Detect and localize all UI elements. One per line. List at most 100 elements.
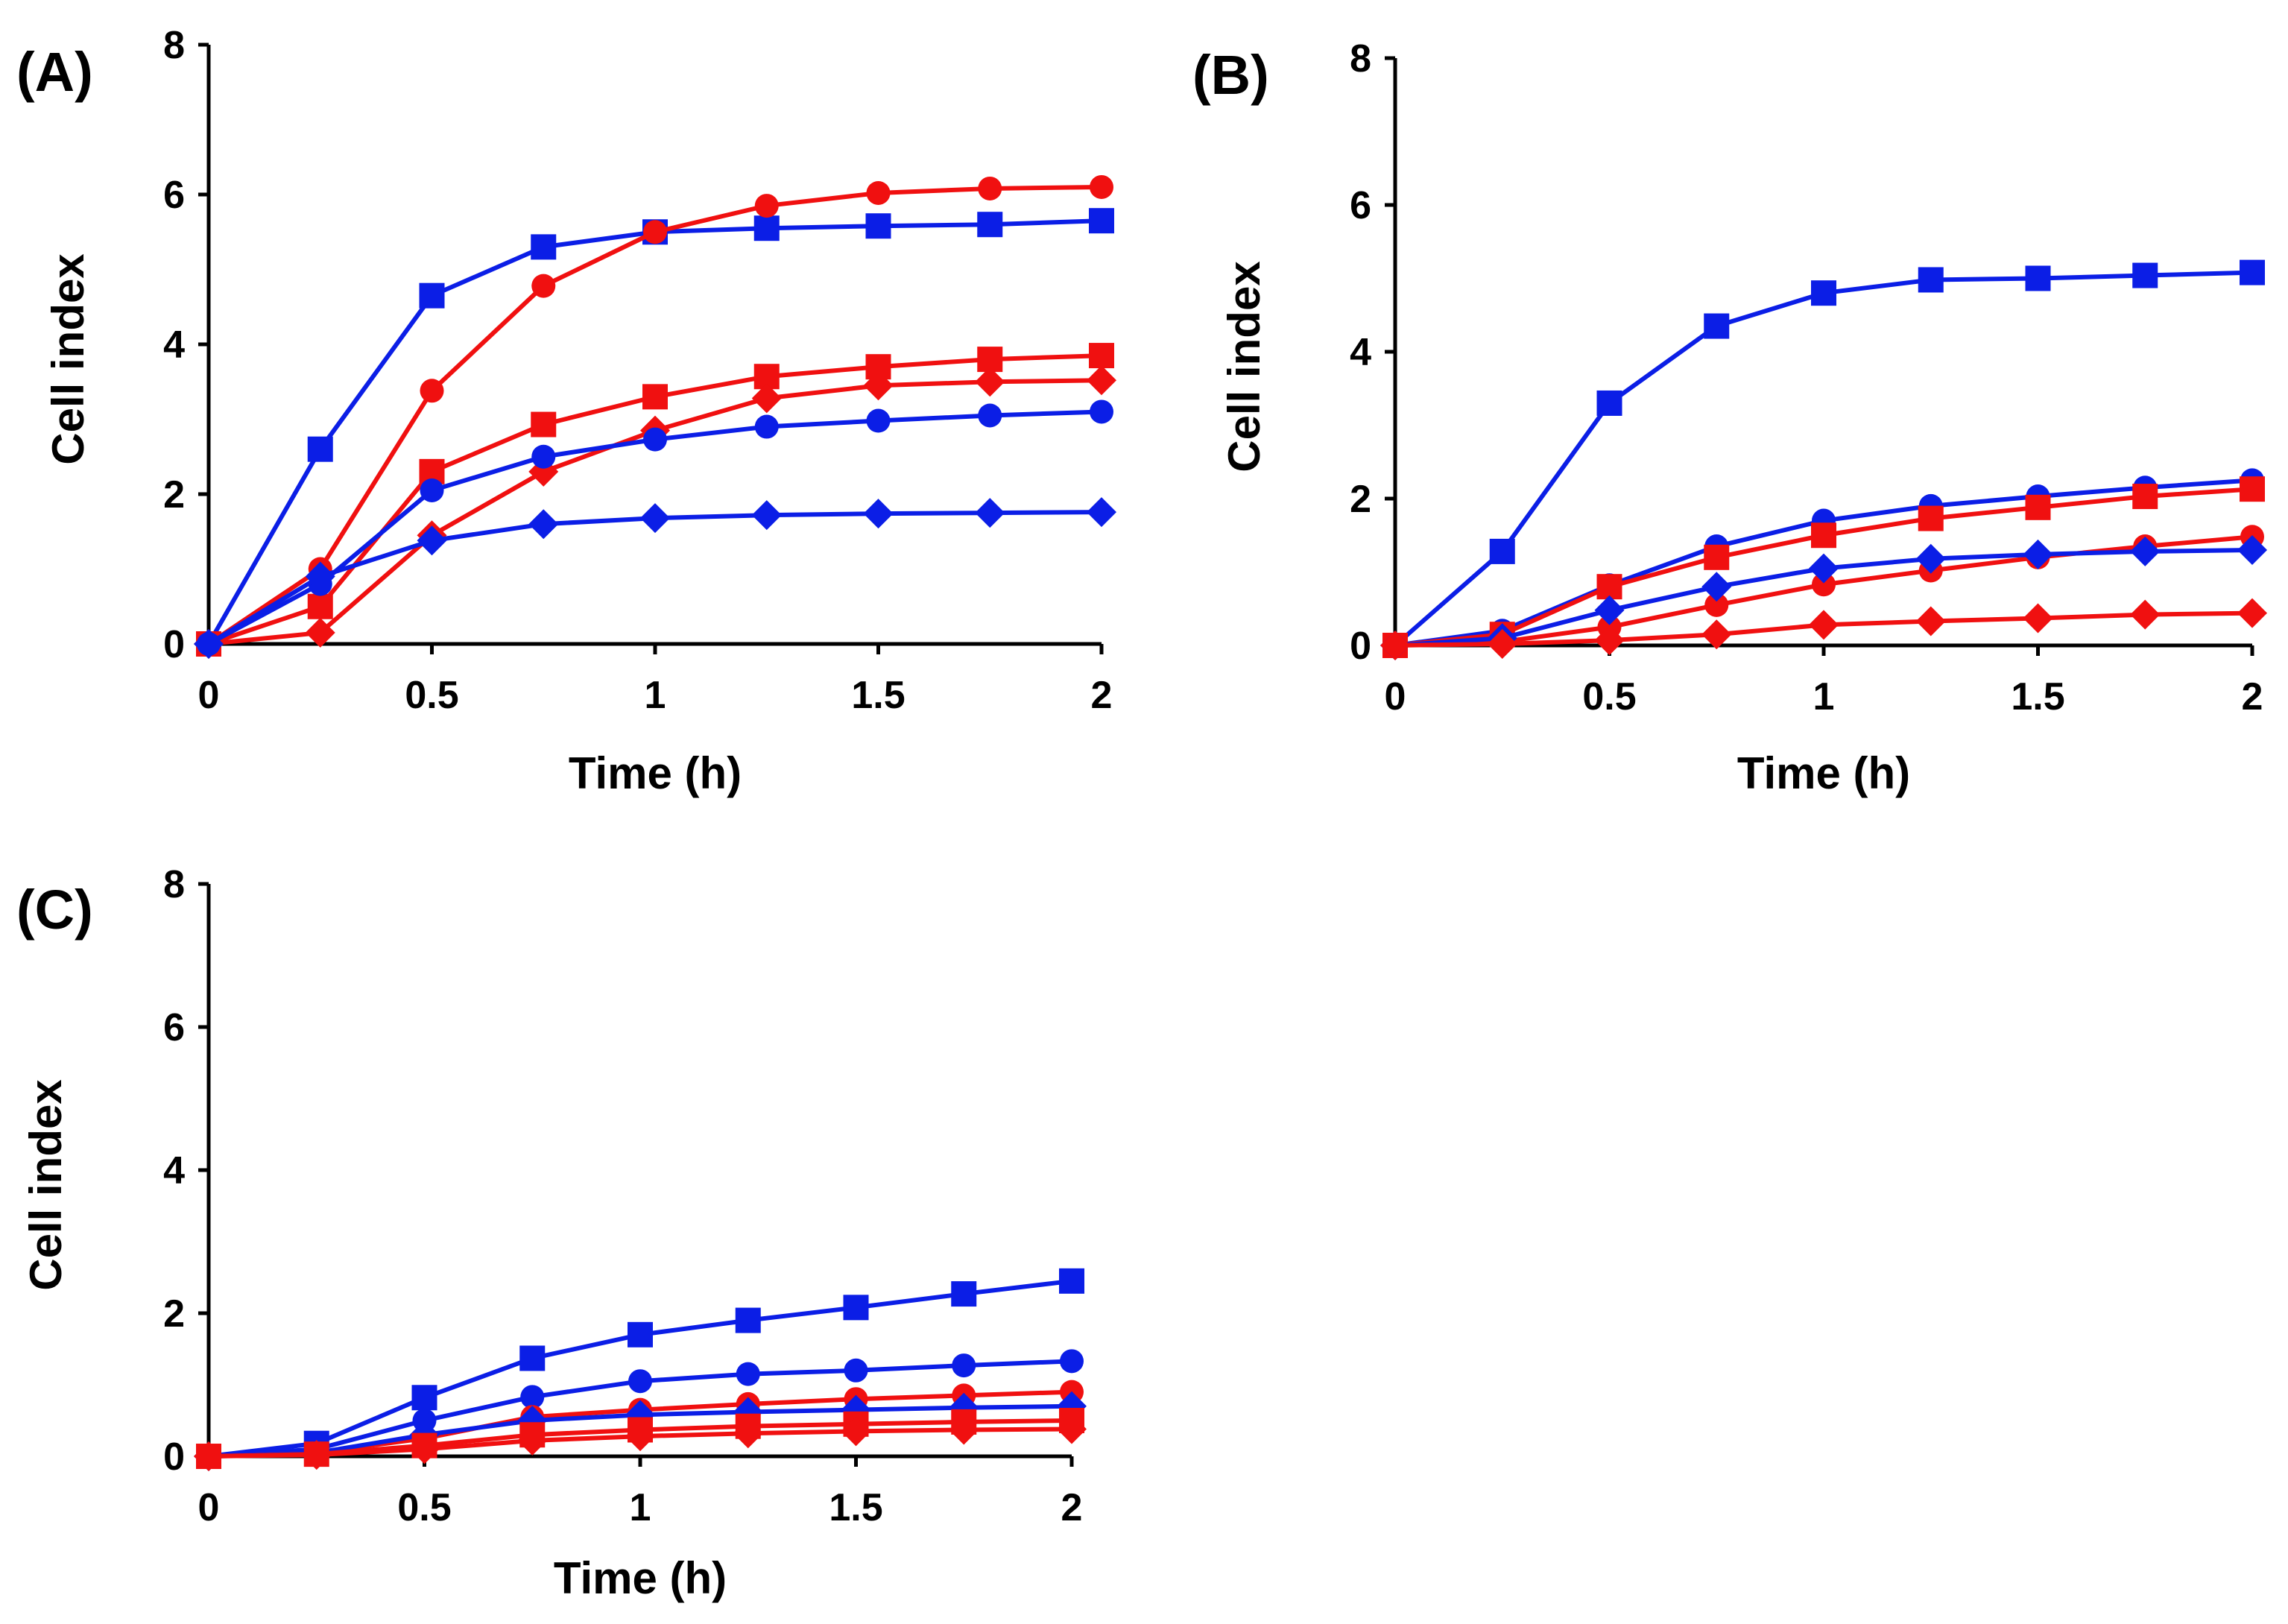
x-tick-label: 0 (198, 1486, 220, 1529)
data-point-square (519, 1345, 546, 1371)
data-point-circle (754, 194, 779, 218)
data-point-square (2025, 494, 2051, 520)
y-axis-title: Cell index (43, 253, 93, 464)
x-axis-title: Time (h) (554, 1553, 727, 1603)
data-point-square (1089, 343, 1114, 369)
data-point-circle (1060, 1349, 1084, 1374)
data-point-diamond (194, 1441, 224, 1471)
data-point-square (307, 593, 333, 619)
data-point-diamond (2023, 603, 2053, 634)
data-point-circle (1090, 174, 1113, 199)
data-point-diamond (417, 525, 447, 556)
data-point-diamond (1701, 572, 1732, 602)
data-point-square (1489, 538, 1515, 564)
data-point-square (1918, 267, 1944, 293)
data-point-square (1596, 574, 1622, 600)
data-point-circle (866, 180, 891, 205)
series-red-diamond (1380, 598, 2267, 660)
data-point-square (1089, 208, 1114, 234)
x-axis-title: Time (h) (569, 748, 742, 798)
data-point-diamond (1915, 543, 1946, 574)
data-point-diamond (751, 500, 782, 531)
data-point-diamond (949, 1415, 979, 1445)
series-blue-circle (197, 399, 1113, 656)
x-tick-label: 2 (2242, 675, 2263, 718)
y-tick-label: 8 (1350, 37, 1371, 80)
x-tick-label: 1.5 (851, 674, 905, 717)
data-point-square (642, 384, 668, 410)
y-axis-title: Cell index (21, 1079, 71, 1290)
y-tick-label: 0 (163, 1435, 185, 1479)
y-tick-label: 0 (163, 623, 185, 666)
data-point-square (1704, 313, 1730, 339)
data-point-diamond (841, 1416, 871, 1447)
y-tick-label: 0 (1350, 625, 1371, 668)
data-point-square (419, 282, 445, 309)
data-point-diamond (1380, 631, 1410, 660)
data-point-square (753, 215, 780, 241)
data-point-diamond (1809, 553, 1839, 584)
data-point-diamond (2237, 598, 2267, 628)
data-point-square (2132, 484, 2158, 510)
data-point-diamond (1057, 1414, 1087, 1444)
data-point-square (2025, 265, 2051, 291)
panel-label: (B) (1192, 44, 1269, 106)
data-point-circle (754, 414, 779, 439)
data-point-square (1918, 505, 1944, 531)
data-point-square (865, 213, 891, 239)
data-point-diamond (194, 629, 224, 659)
data-point-diamond (305, 561, 335, 592)
data-point-square (628, 1321, 653, 1347)
x-axis-title: Time (h) (1737, 748, 1910, 798)
y-tick-label: 2 (1350, 478, 1371, 521)
data-point-square (951, 1281, 977, 1307)
y-tick-label: 2 (163, 1292, 185, 1336)
data-point-diamond (1087, 497, 1116, 528)
x-tick-label: 1.5 (2011, 675, 2064, 718)
panel-label: (A) (16, 41, 93, 103)
data-point-square (1704, 544, 1730, 570)
series-red-square (196, 343, 1114, 657)
x-tick-label: 1 (1813, 675, 1835, 718)
data-point-diamond (1915, 606, 1946, 636)
x-tick-label: 0.5 (405, 674, 458, 717)
y-tick-label: 6 (163, 174, 185, 217)
data-point-diamond (1087, 365, 1116, 396)
data-point-diamond (517, 1425, 548, 1456)
y-tick-label: 8 (163, 24, 185, 67)
data-point-diamond (2023, 539, 2053, 569)
data-point-circle (643, 427, 667, 452)
data-point-square (307, 436, 333, 462)
y-tick-label: 4 (1350, 331, 1371, 374)
y-tick-label: 4 (163, 1149, 185, 1192)
data-point-circle (844, 1358, 868, 1383)
x-tick-label: 1 (630, 1486, 651, 1529)
panel-label: (C) (16, 879, 93, 941)
series-blue-diamond (194, 497, 1116, 659)
y-tick-label: 8 (163, 863, 185, 906)
data-point-square (843, 1295, 869, 1321)
data-point-circle (866, 408, 891, 433)
y-axis-title: Cell index (1219, 261, 1269, 472)
data-point-diamond (2130, 536, 2161, 566)
panel-b: 0 2 4 6 8 0 0.5 1 1.5 2 (B) Time (h) Cell index (1192, 37, 2267, 798)
data-point-circle (978, 176, 1002, 200)
x-tick-label: 1.5 (829, 1486, 882, 1529)
data-point-diamond (863, 370, 894, 401)
data-point-diamond (640, 503, 670, 534)
data-point-circle (531, 444, 556, 469)
data-point-circle (628, 1369, 652, 1394)
data-point-diamond (1594, 625, 1625, 656)
data-point-square (2132, 262, 2158, 288)
data-point-square (1596, 390, 1622, 416)
data-point-diamond (1701, 619, 1732, 650)
x-tick-label: 1 (645, 674, 666, 717)
data-point-diamond (1809, 610, 1839, 640)
data-point-circle (420, 478, 444, 502)
data-point-diamond (625, 1421, 655, 1452)
data-point-circle (531, 274, 556, 298)
data-point-diamond (305, 617, 335, 648)
series-blue-square (1382, 259, 2265, 658)
x-tick-label: 0 (198, 674, 220, 717)
